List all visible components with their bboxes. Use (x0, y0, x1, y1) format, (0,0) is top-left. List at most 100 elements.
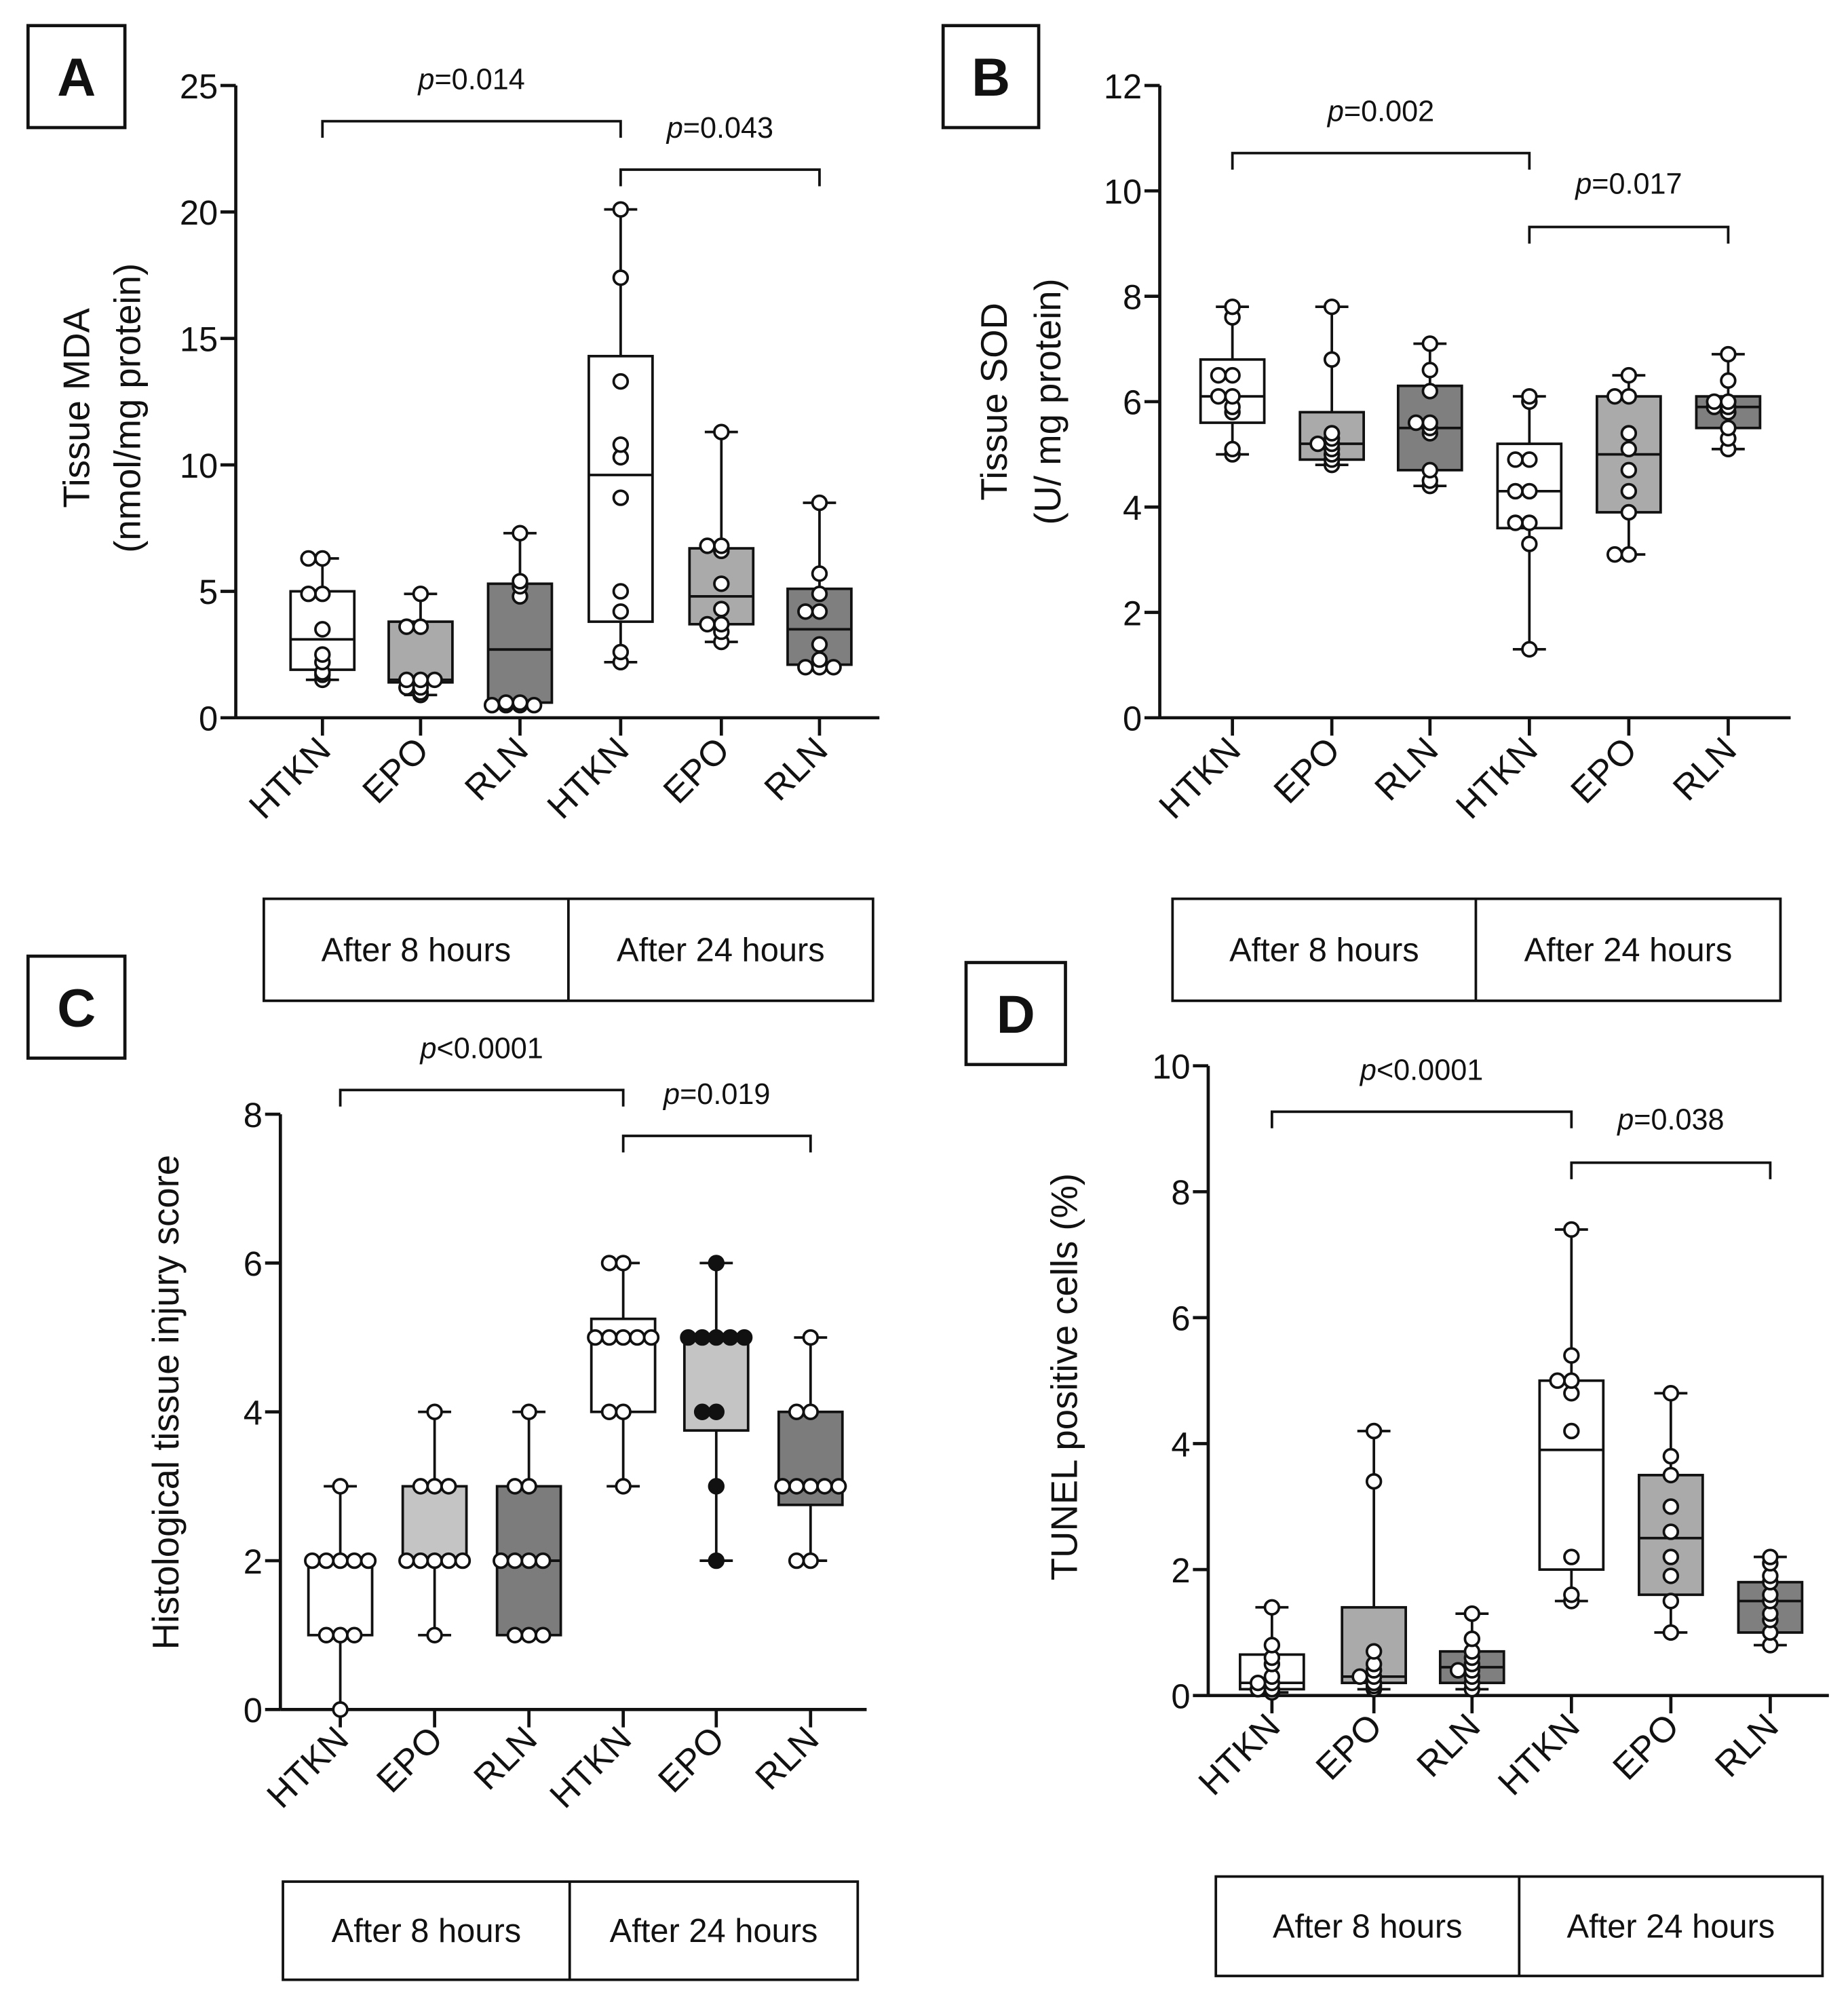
y-tick-label: 10 (180, 446, 218, 485)
data-point (1421, 335, 1439, 352)
data-point (1365, 1472, 1383, 1490)
data-point (1606, 387, 1623, 405)
data-point (1323, 298, 1341, 316)
data-point (811, 603, 828, 620)
significance-bracket (1270, 1110, 1573, 1128)
data-point (426, 1403, 443, 1420)
data-point (535, 1626, 552, 1643)
data-point (612, 603, 630, 620)
data-point (1224, 366, 1241, 384)
y-axis-title: Histological tissue injury score (145, 1155, 187, 1650)
data-point (1521, 535, 1538, 552)
data-point (1507, 514, 1524, 531)
data-point (1521, 451, 1538, 468)
p-symbol: p (417, 64, 434, 96)
data-point (525, 696, 543, 714)
data-point (1662, 1567, 1680, 1584)
group-label-8h: After 8 hours (322, 932, 512, 969)
data-point (612, 436, 630, 453)
data-point (506, 1478, 524, 1495)
data-point (1210, 366, 1227, 384)
data-point (426, 1626, 443, 1643)
panel-label-box (941, 24, 1041, 130)
data-point (708, 1552, 725, 1569)
data-point (1706, 393, 1722, 411)
data-point (426, 671, 443, 689)
data-point (1507, 482, 1524, 500)
data-point (713, 601, 730, 617)
data-point (735, 1329, 753, 1346)
data-point (314, 550, 331, 567)
data-point (512, 573, 528, 590)
data-point (1720, 419, 1737, 436)
y-axis-title: Tissue SOD (974, 303, 1015, 501)
data-point (612, 373, 630, 390)
data-point (1662, 1447, 1680, 1465)
panel-label: A (57, 47, 96, 107)
data-point (1323, 425, 1341, 442)
y-tick-label: 20 (180, 193, 218, 232)
data-point (512, 525, 528, 541)
data-point (708, 1478, 725, 1495)
data-point (1351, 1668, 1368, 1686)
p-value: =0.038 (1634, 1104, 1724, 1137)
data-point (830, 1478, 847, 1495)
data-point (615, 1255, 632, 1272)
data-point (300, 550, 317, 567)
y-tick-label: 10 (1152, 1047, 1190, 1086)
data-point (1365, 1422, 1383, 1440)
data-point (1620, 366, 1638, 384)
p-symbol: p (1359, 1054, 1377, 1086)
data-point (1563, 1586, 1580, 1603)
p-value-label: p<0.0001 (419, 1032, 543, 1065)
data-point (520, 1403, 537, 1420)
data-point (1224, 387, 1241, 405)
data-point (317, 1552, 335, 1569)
data-point (1662, 1593, 1680, 1610)
box (307, 1559, 374, 1637)
p-value: <0.0001 (436, 1032, 543, 1065)
significance-bracket (621, 1135, 812, 1153)
y-axis-title: (nmol/mg protein) (107, 263, 149, 553)
y-tick-label: 4 (244, 1394, 263, 1432)
p-value-label: p=0.043 (666, 112, 773, 145)
y-tick-label: 8 (244, 1096, 263, 1135)
p-value-label: p=0.002 (1326, 96, 1434, 128)
data-point (1263, 1599, 1281, 1616)
p-value: <0.0001 (1377, 1054, 1483, 1086)
data-point (1662, 1385, 1680, 1402)
data-point (1521, 514, 1538, 531)
p-value-label: p=0.038 (1616, 1104, 1724, 1137)
data-point (506, 1626, 524, 1643)
group-label-24h: After 24 hours (1567, 1909, 1775, 1945)
data-point (346, 1552, 363, 1569)
data-point (699, 537, 716, 554)
data-point (600, 1329, 618, 1346)
p-symbol: p (666, 112, 683, 145)
data-point (1224, 440, 1241, 458)
data-point (816, 1478, 833, 1495)
data-point (802, 1478, 820, 1495)
data-point (1563, 1372, 1580, 1389)
significance-bracket (619, 168, 821, 187)
data-point (811, 651, 828, 668)
data-point (1263, 1637, 1281, 1654)
data-point (825, 659, 842, 676)
data-point (1620, 440, 1638, 458)
y-tick-label: 0 (1171, 1677, 1190, 1716)
data-point (797, 659, 814, 676)
data-point (332, 1701, 349, 1718)
data-point (440, 1478, 457, 1495)
data-point (1620, 546, 1638, 563)
data-point (811, 494, 828, 512)
data-point (506, 1552, 524, 1569)
data-point (1309, 435, 1326, 453)
y-tick-label: 10 (1104, 172, 1142, 211)
data-point (713, 575, 730, 592)
data-point (722, 1329, 739, 1346)
data-point (713, 423, 730, 440)
panel-label: D (997, 985, 1035, 1044)
data-point (1507, 451, 1524, 468)
significance-bracket (1231, 151, 1531, 170)
data-point (1620, 425, 1638, 442)
